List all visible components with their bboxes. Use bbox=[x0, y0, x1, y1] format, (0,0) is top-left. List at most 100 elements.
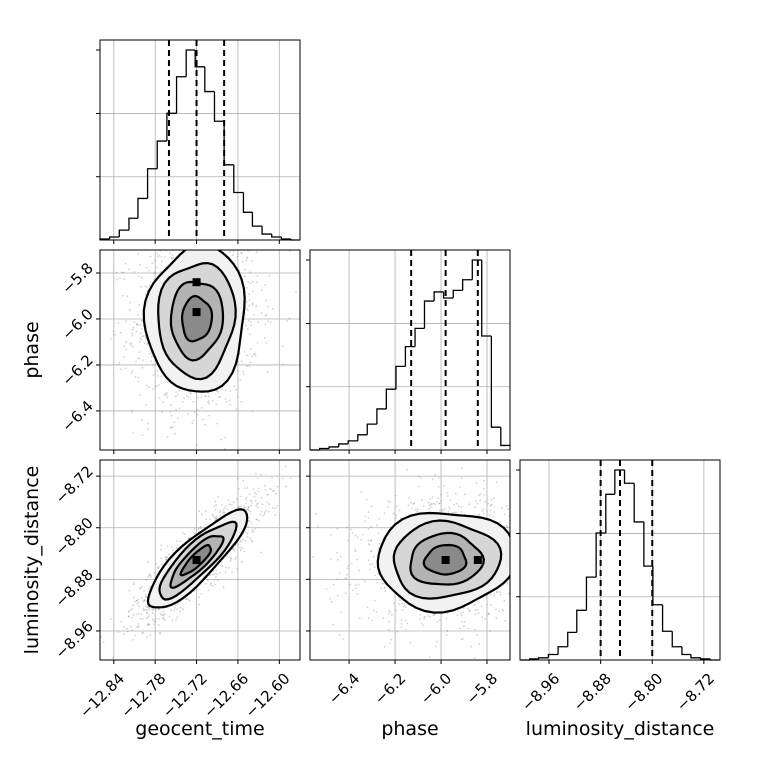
joint-luminosity-distance-vs-geocent-time-point-751 bbox=[229, 559, 232, 561]
joint-luminosity-distance-vs-geocent-time-point-39 bbox=[152, 623, 155, 626]
joint-luminosity-distance-vs-phase-point-584 bbox=[379, 587, 382, 590]
joint-luminosity-distance-vs-phase-point-1255 bbox=[466, 607, 469, 610]
joint-luminosity-distance-vs-geocent-time-point-279 bbox=[216, 573, 219, 575]
joint-luminosity-distance-vs-phase-point-159 bbox=[489, 504, 492, 507]
joint-luminosity-distance-vs-phase-point-676 bbox=[456, 614, 459, 617]
joint-luminosity-distance-vs-phase-point-603 bbox=[506, 526, 508, 529]
joint-luminosity-distance-vs-phase-point-756 bbox=[391, 614, 393, 616]
joint-luminosity-distance-vs-geocent-time-point-1020 bbox=[251, 540, 254, 543]
joint-luminosity-distance-vs-phase-point-355 bbox=[346, 567, 349, 570]
joint-luminosity-distance-vs-geocent-time-point-1235 bbox=[130, 617, 133, 619]
joint-luminosity-distance-vs-geocent-time-point-1041 bbox=[199, 525, 202, 528]
joint-phase-vs-geocent-time-point-240 bbox=[118, 361, 121, 364]
joint-luminosity-distance-vs-geocent-time-point-340 bbox=[250, 522, 253, 525]
joint-luminosity-distance-vs-geocent-time-point-1033 bbox=[137, 623, 140, 625]
joint-luminosity-distance-vs-geocent-time-point-826 bbox=[140, 613, 143, 616]
joint-phase-vs-geocent-time-point-178 bbox=[176, 393, 179, 396]
joint-phase-vs-geocent-time-point-566 bbox=[131, 409, 133, 412]
joint-luminosity-distance-vs-phase-point-621 bbox=[468, 610, 471, 612]
joint-luminosity-distance-vs-phase-point-1186 bbox=[443, 508, 446, 511]
joint-luminosity-distance-vs-phase-point-964 bbox=[370, 525, 372, 528]
joint-luminosity-distance-vs-phase-point-32 bbox=[399, 599, 401, 601]
joint-luminosity-distance-vs-phase-point-1232 bbox=[377, 532, 380, 535]
joint-luminosity-distance-vs-geocent-time-point-482 bbox=[144, 605, 147, 607]
joint-luminosity-distance-vs-phase-point-1027 bbox=[483, 493, 486, 496]
ylabel-phase: phase bbox=[21, 321, 43, 378]
joint-luminosity-distance-vs-geocent-time-point-487 bbox=[187, 598, 190, 601]
joint-luminosity-distance-vs-geocent-time-point-1073 bbox=[266, 493, 269, 496]
joint-phase-vs-geocent-time-point-1242 bbox=[256, 274, 259, 277]
joint-luminosity-distance-vs-geocent-time-point-1188 bbox=[257, 487, 260, 490]
joint-luminosity-distance-vs-phase-point-936 bbox=[431, 496, 434, 498]
joint-luminosity-distance-vs-geocent-time-point-741 bbox=[139, 587, 142, 590]
joint-luminosity-distance-vs-geocent-time-point-467 bbox=[251, 499, 253, 502]
joint-phase-vs-geocent-time-point-280 bbox=[140, 338, 143, 341]
joint-luminosity-distance-vs-phase-point-216 bbox=[452, 503, 455, 506]
joint-phase-vs-geocent-time-point-811 bbox=[129, 342, 131, 345]
joint-luminosity-distance-vs-geocent-time-point-675 bbox=[175, 619, 178, 621]
joint-luminosity-distance-vs-geocent-time-point-530 bbox=[152, 607, 155, 610]
joint-phase-vs-geocent-time-contour-1 bbox=[157, 261, 237, 381]
joint-phase-vs-geocent-time-point-855 bbox=[145, 266, 148, 269]
joint-luminosity-distance-vs-phase-point-295 bbox=[360, 491, 363, 493]
joint-luminosity-distance-vs-geocent-time-point-600 bbox=[171, 619, 174, 621]
joint-luminosity-distance-vs-geocent-time-point-96 bbox=[251, 530, 253, 533]
joint-luminosity-distance-vs-geocent-time-point-1339 bbox=[255, 472, 257, 475]
joint-phase-vs-geocent-time-point-605 bbox=[240, 252, 243, 254]
joint-luminosity-distance-vs-phase-point-793 bbox=[373, 566, 376, 568]
joint-luminosity-distance-vs-geocent-time-point-1355 bbox=[145, 596, 148, 598]
joint-luminosity-distance-vs-geocent-time-point-289 bbox=[261, 514, 264, 517]
joint-luminosity-distance-vs-geocent-time-point-204 bbox=[146, 636, 148, 638]
joint-luminosity-distance-vs-geocent-time-point-117 bbox=[146, 617, 149, 620]
joint-luminosity-distance-vs-geocent-time-point-1198 bbox=[170, 546, 173, 548]
joint-luminosity-distance-vs-geocent-time-point-268 bbox=[165, 558, 168, 561]
joint-luminosity-distance-vs-geocent-time-point-99 bbox=[127, 611, 130, 613]
hist-luminosity-distance-bin-9 bbox=[605, 493, 615, 533]
joint-luminosity-distance-vs-phase-point-430 bbox=[349, 583, 352, 586]
joint-luminosity-distance-vs-geocent-time-point-292 bbox=[244, 539, 247, 542]
joint-luminosity-distance-vs-phase-point-746 bbox=[494, 608, 497, 611]
joint-luminosity-distance-vs-geocent-time-point-771 bbox=[160, 557, 163, 560]
joint-luminosity-distance-vs-geocent-time-point-519 bbox=[276, 485, 279, 488]
joint-phase-vs-geocent-time-point-1196 bbox=[204, 423, 207, 426]
joint-luminosity-distance-vs-phase-point-360 bbox=[403, 604, 406, 606]
joint-luminosity-distance-vs-geocent-time-point-939 bbox=[258, 519, 260, 522]
joint-phase-vs-geocent-time-point-772 bbox=[174, 432, 177, 435]
joint-luminosity-distance-vs-geocent-time-point-1000 bbox=[128, 589, 131, 592]
joint-luminosity-distance-vs-geocent-time-point-1220 bbox=[219, 511, 221, 514]
joint-luminosity-distance-vs-phase-point-255 bbox=[377, 572, 379, 575]
joint-phase-vs-geocent-time-point-1264 bbox=[123, 278, 125, 281]
hist-geocent-time-bin-4 bbox=[137, 197, 148, 219]
joint-phase-vs-geocent-time-point-270 bbox=[244, 268, 246, 271]
joint-phase-vs-geocent-time-point-499 bbox=[150, 352, 153, 354]
joint-luminosity-distance-vs-phase-point-324 bbox=[416, 508, 419, 510]
joint-phase-vs-geocent-time-point-343 bbox=[154, 385, 157, 388]
joint-luminosity-distance-vs-phase-point-60 bbox=[485, 596, 488, 598]
joint-luminosity-distance-vs-geocent-time-point-910 bbox=[210, 582, 212, 585]
joint-phase-vs-geocent-time-point-1151 bbox=[146, 343, 149, 346]
joint-luminosity-distance-vs-geocent-time-point-219 bbox=[246, 487, 249, 489]
joint-luminosity-distance-vs-geocent-time-point-1045 bbox=[207, 589, 210, 592]
joint-phase-vs-geocent-time-point-1052 bbox=[145, 337, 147, 340]
joint-luminosity-distance-vs-geocent-time-point-383 bbox=[133, 596, 135, 599]
joint-luminosity-distance-vs-phase-point-294 bbox=[438, 509, 441, 512]
joint-phase-vs-geocent-time-point-314 bbox=[168, 252, 171, 255]
joint-luminosity-distance-vs-geocent-time-point-53 bbox=[176, 603, 179, 606]
joint-luminosity-distance-vs-phase-point-451 bbox=[460, 506, 463, 508]
joint-luminosity-distance-vs-phase-point-1110 bbox=[474, 609, 477, 611]
joint-luminosity-distance-vs-geocent-time-point-249 bbox=[275, 492, 277, 495]
joint-phase-vs-geocent-time-point-61 bbox=[204, 395, 206, 398]
joint-phase-vs-geocent-time-point-751 bbox=[228, 399, 231, 402]
joint-phase-vs-geocent-time-point-1273 bbox=[136, 323, 138, 325]
joint-luminosity-distance-vs-phase-point-69 bbox=[440, 500, 443, 502]
joint-luminosity-distance-vs-geocent-time-point-1311 bbox=[127, 615, 130, 618]
joint-phase-vs-geocent-time-point-1381 bbox=[147, 269, 150, 272]
hist-phase-bin-15 bbox=[452, 289, 463, 298]
joint-luminosity-distance-vs-geocent-time-point-584 bbox=[175, 547, 178, 550]
joint-phase-vs-geocent-time-point-491 bbox=[187, 396, 190, 398]
joint-phase-vs-geocent-time-point-963 bbox=[224, 398, 227, 400]
joint-luminosity-distance-vs-geocent-time-point-130 bbox=[284, 485, 287, 488]
joint-phase-vs-geocent-time-point-536 bbox=[140, 332, 142, 335]
hist-geocent-time-bin-5 bbox=[146, 168, 158, 199]
joint-luminosity-distance-vs-geocent-time-point-365 bbox=[249, 537, 252, 540]
